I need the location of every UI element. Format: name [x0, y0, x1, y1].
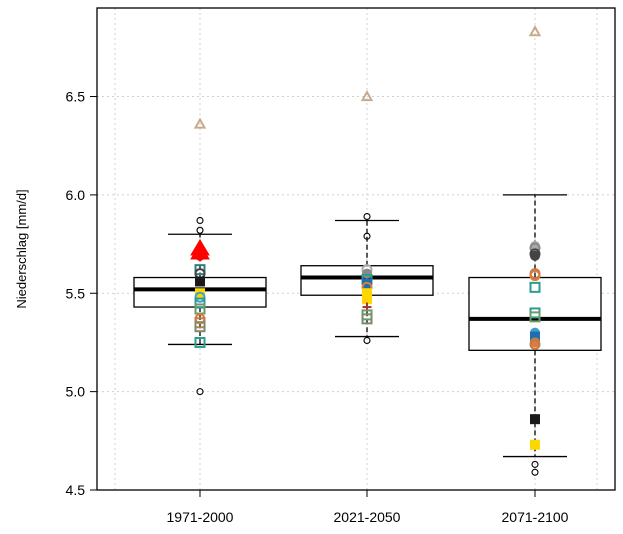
circle-marker — [530, 250, 540, 261]
square-marker — [529, 311, 541, 323]
square-marker — [194, 264, 206, 276]
outlier-point — [363, 232, 371, 240]
x-tick-label: 2021-2050 — [334, 509, 401, 525]
x-tick-label: 2071-2100 — [502, 509, 569, 525]
triangle-marker — [193, 117, 207, 129]
overlay-group-2021-2050 — [360, 89, 374, 325]
square-marker — [194, 336, 206, 348]
square-marker — [194, 297, 206, 309]
circle-marker — [362, 268, 372, 279]
y-tick-label: 6.5 — [66, 89, 86, 105]
circle-marker — [529, 338, 541, 350]
overlay-group-2071-2100 — [528, 25, 542, 450]
square-marker — [361, 313, 373, 325]
outlier-point — [363, 336, 371, 345]
y-tick-label: 4.5 — [66, 482, 86, 498]
triangle-marker — [360, 89, 374, 102]
y-axis-title: Niederschlag [mm/d] — [14, 189, 29, 308]
x-tick-label: 1971-2000 — [167, 509, 234, 525]
plot-frame — [96, 7, 616, 491]
y-tick-label: 5.0 — [66, 384, 86, 400]
square-marker — [530, 439, 540, 450]
outlier-point — [363, 212, 371, 221]
circle-marker — [195, 250, 205, 261]
y-tick-label: 5.5 — [66, 285, 86, 301]
outlier-point — [196, 226, 204, 234]
square-marker — [195, 276, 205, 287]
circle-marker — [194, 291, 206, 303]
outlier-point — [531, 468, 539, 476]
triangle-marker — [528, 25, 542, 37]
overlay-points — [190, 25, 542, 450]
outlier-point — [196, 388, 204, 396]
square-marker — [362, 294, 372, 305]
square-marker — [194, 321, 206, 333]
square-marker — [529, 281, 541, 293]
axes: 4.5 5.0 5.5 6.0 6.5 1971-2000 2021-2050 2071-21… — [66, 89, 569, 525]
outlier-point — [531, 460, 539, 468]
circle-marker — [529, 270, 541, 282]
outlier-point — [196, 216, 204, 225]
overlay-group-1971-2000 — [190, 117, 210, 348]
square-marker — [530, 414, 540, 425]
y-tick-label: 6.0 — [66, 187, 86, 203]
